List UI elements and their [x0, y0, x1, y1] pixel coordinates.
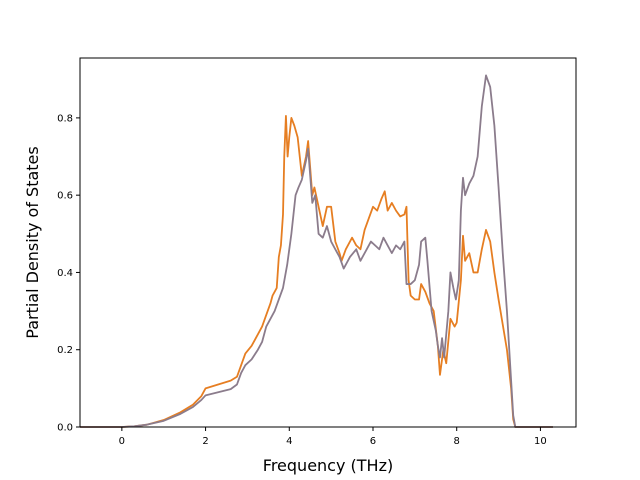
series-line-2 — [80, 74, 553, 428]
x-tick-label: 4 — [286, 436, 292, 447]
y-tick-label: 0.4 — [57, 268, 73, 279]
x-tick-label: 10 — [534, 436, 547, 447]
y-axis-ticks: 0.0 0.2 0.4 0.6 0.8 — [57, 113, 80, 434]
plot-frame — [79, 57, 577, 428]
x-tick-label: 6 — [370, 436, 376, 447]
x-axis-ticks: 0 2 4 6 8 10 — [119, 427, 547, 447]
y-tick-label: 0.2 — [57, 345, 73, 356]
y-axis-label: Partial Density of States — [23, 146, 42, 338]
y-tick-label: 0.8 — [57, 113, 73, 124]
x-axis-label: Frequency (THz) — [263, 456, 393, 475]
x-tick-label: 2 — [202, 436, 208, 447]
series-lines — [80, 74, 553, 428]
x-tick-label: 0 — [119, 436, 125, 447]
y-tick-label: 0.0 — [57, 423, 73, 434]
series-line-1 — [80, 115, 553, 428]
y-tick-label: 0.6 — [57, 191, 73, 202]
x-tick-label: 8 — [454, 436, 460, 447]
